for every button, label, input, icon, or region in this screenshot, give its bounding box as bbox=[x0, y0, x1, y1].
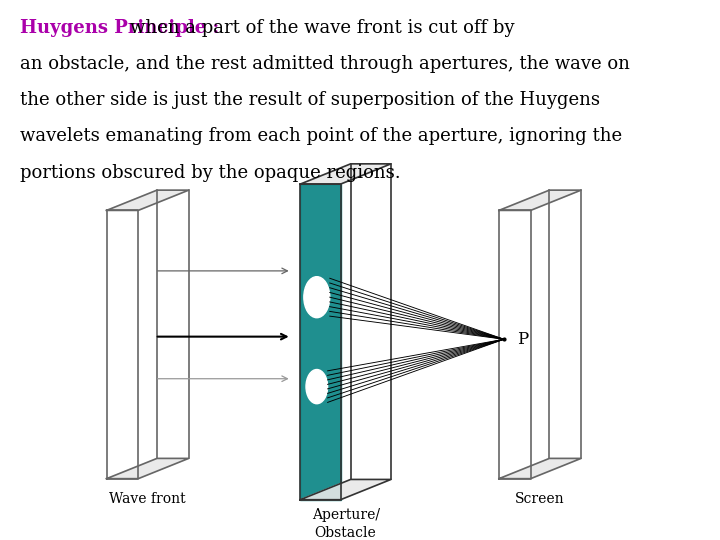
Polygon shape bbox=[107, 190, 189, 211]
Polygon shape bbox=[499, 458, 581, 478]
Polygon shape bbox=[499, 211, 531, 478]
Text: wavelets emanating from each point of the aperture, ignoring the: wavelets emanating from each point of th… bbox=[20, 127, 622, 145]
Text: Huygens Principle :: Huygens Principle : bbox=[20, 19, 225, 37]
Text: Obstacle: Obstacle bbox=[315, 526, 377, 540]
Text: P: P bbox=[517, 331, 528, 348]
Polygon shape bbox=[499, 190, 581, 211]
Ellipse shape bbox=[306, 369, 328, 404]
Text: Screen: Screen bbox=[516, 492, 564, 506]
Polygon shape bbox=[300, 184, 341, 500]
Text: portions obscured by the opaque regions.: portions obscured by the opaque regions. bbox=[20, 164, 401, 181]
Text: Wave front: Wave front bbox=[109, 492, 186, 506]
Polygon shape bbox=[107, 211, 138, 478]
Text: the other side is just the result of superposition of the Huygens: the other side is just the result of sup… bbox=[20, 91, 600, 109]
Polygon shape bbox=[300, 480, 391, 500]
Polygon shape bbox=[107, 458, 189, 478]
Ellipse shape bbox=[304, 276, 330, 318]
Text: when a part of the wave front is cut off by: when a part of the wave front is cut off… bbox=[130, 19, 515, 37]
Polygon shape bbox=[300, 164, 391, 184]
Text: Aperture/: Aperture/ bbox=[312, 508, 379, 522]
Text: an obstacle, and the rest admitted through apertures, the wave on: an obstacle, and the rest admitted throu… bbox=[20, 55, 630, 73]
